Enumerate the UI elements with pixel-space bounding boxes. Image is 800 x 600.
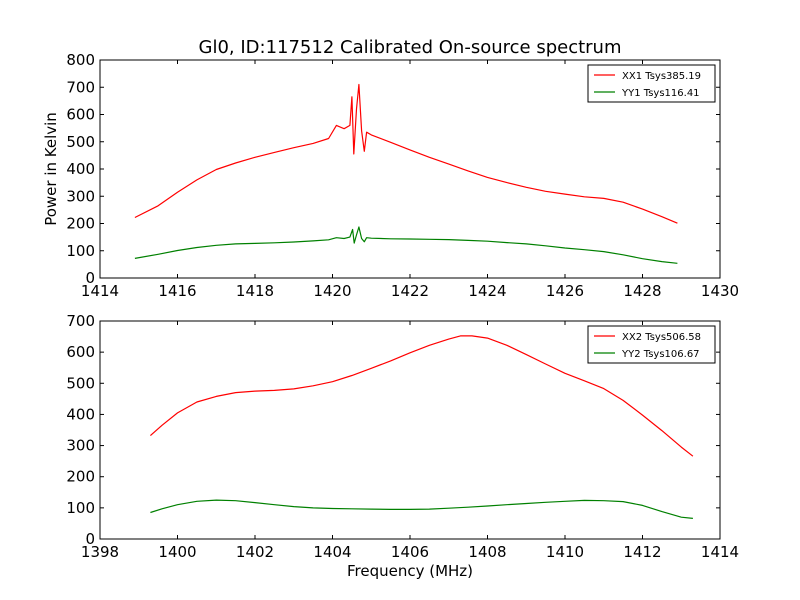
top-panel: 1414 1416 1418 1420 1422 1424 1426 1428 1430 0 100… <box>42 51 739 300</box>
legend-entry: XX2 Tsys506.58 <box>622 332 701 343</box>
x-tick-label: 1398 <box>81 543 119 561</box>
y-tick-label: 100 <box>66 242 95 260</box>
y-tick-label: 300 <box>66 187 95 205</box>
y-tick-label: 700 <box>66 312 95 330</box>
y-tick-label: 0 <box>85 530 95 548</box>
x-tick-label: 1400 <box>158 543 196 561</box>
y-tick-label: 200 <box>66 468 95 486</box>
x-tick-label: 1410 <box>546 543 584 561</box>
x-tick-label: 1406 <box>391 543 429 561</box>
x-tick-label: 1424 <box>468 282 506 300</box>
x-axis-label: Frequency (MHz) <box>347 562 473 580</box>
legend-box <box>587 64 716 103</box>
x-tick-label: 1418 <box>236 282 274 300</box>
x-tick-label: 1428 <box>623 282 661 300</box>
y-tick-label: 400 <box>66 160 95 178</box>
chart-title: Gl0, ID:117512 Calibrated On-source spec… <box>199 37 622 58</box>
x-tick-label: 1422 <box>391 282 429 300</box>
x-tick-label: 1420 <box>313 282 351 300</box>
legend-box <box>587 325 716 364</box>
y-tick-label: 500 <box>66 133 95 151</box>
series-line-xx2 <box>150 335 694 457</box>
y-tick-label: 500 <box>66 374 95 392</box>
legend: XX2 Tsys506.58 YY2 Tsys106.67 <box>587 325 716 364</box>
x-tick-label: 1412 <box>623 543 661 561</box>
x-tick-label: 1414 <box>81 282 119 300</box>
series-line-xx1 <box>134 83 678 224</box>
x-tick-label: 1414 <box>701 543 739 561</box>
bottom-panel: 1398 1400 1402 1404 1406 1408 1410 1412 1414 0 100… <box>66 312 739 580</box>
legend-entry: YY2 Tsys106.67 <box>621 349 700 360</box>
x-tick-label: 1430 <box>701 282 739 300</box>
y-tick-label: 800 <box>66 51 95 69</box>
x-tick-label: 1404 <box>313 543 351 561</box>
legend-entry: XX1 Tsys385.19 <box>622 71 701 82</box>
series-line-yy1 <box>134 226 678 264</box>
y-tick-label: 600 <box>66 106 95 124</box>
y-tick-label: 100 <box>66 499 95 517</box>
y-tick-label: 700 <box>66 78 95 96</box>
legend: XX1 Tsys385.19 YY1 Tsys116.41 <box>587 64 716 103</box>
x-tick-label: 1402 <box>236 543 274 561</box>
y-tick-label: 600 <box>66 343 95 361</box>
y-axis-label: Power in Kelvin <box>42 112 60 226</box>
y-tick-label: 200 <box>66 215 95 233</box>
y-tick-label: 0 <box>85 269 95 287</box>
x-tick-label: 1408 <box>468 543 506 561</box>
x-tick-label: 1426 <box>546 282 584 300</box>
x-tick-label: 1416 <box>158 282 196 300</box>
y-tick-label: 300 <box>66 437 95 455</box>
legend-entry: YY1 Tsys116.41 <box>621 88 700 99</box>
y-tick-label: 400 <box>66 405 95 423</box>
series-line-yy2 <box>150 499 693 519</box>
